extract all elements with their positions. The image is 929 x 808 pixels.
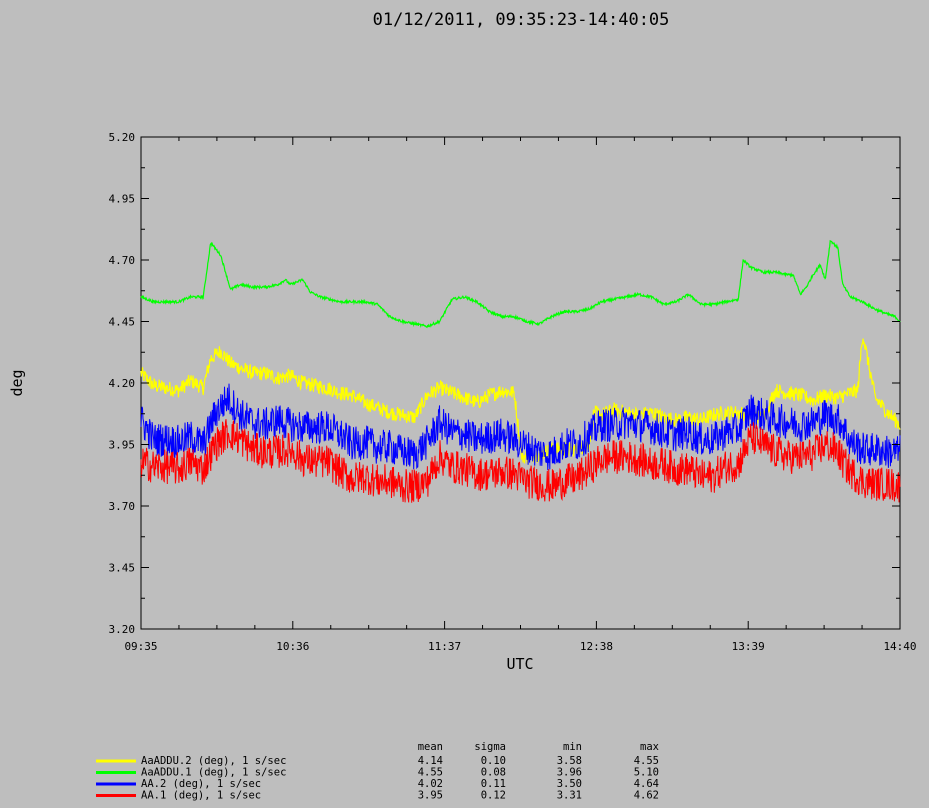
legend-entry: AaADDU.2 (deg), 1 s/sec bbox=[141, 755, 286, 767]
x-tick-label: 11:37 bbox=[428, 640, 461, 653]
y-tick-label: 4.95 bbox=[109, 193, 136, 206]
legend-entry: AA.1 (deg), 1 s/sec bbox=[141, 790, 261, 802]
stat-value: 4.64 bbox=[634, 778, 659, 790]
series-line-3 bbox=[140, 419, 901, 503]
y-tick-label: 3.45 bbox=[109, 562, 136, 575]
y-tick-label: 3.70 bbox=[109, 500, 136, 513]
stats-header: max bbox=[640, 741, 659, 753]
stats-header: min bbox=[563, 741, 582, 753]
stat-value: 4.02 bbox=[418, 778, 443, 790]
y-tick-label: 5.20 bbox=[109, 131, 136, 144]
stat-value: 4.62 bbox=[634, 790, 659, 802]
x-tick-label: 09:35 bbox=[124, 640, 157, 653]
stat-value: 3.31 bbox=[557, 790, 582, 802]
plot-frame bbox=[140, 136, 901, 630]
legend-entry: AA.2 (deg), 1 s/sec bbox=[141, 778, 261, 790]
stats-header: mean bbox=[418, 741, 443, 753]
stat-value: 4.55 bbox=[634, 755, 659, 767]
series-line-1 bbox=[140, 239, 901, 329]
y-tick-label: 3.95 bbox=[109, 439, 136, 452]
chart-title: 01/12/2011, 09:35:23-14:40:05 bbox=[373, 10, 670, 30]
stat-value: 3.95 bbox=[418, 790, 443, 802]
x-axis-label: UTC bbox=[506, 655, 533, 673]
stat-value: 5.10 bbox=[634, 767, 659, 779]
y-tick-label: 4.70 bbox=[109, 254, 136, 267]
stat-value: 3.96 bbox=[557, 767, 582, 779]
x-tick-label: 14:40 bbox=[883, 640, 916, 653]
x-tick-label: 10:36 bbox=[276, 640, 309, 653]
stat-value: 3.50 bbox=[557, 778, 582, 790]
x-tick-label: 12:38 bbox=[580, 640, 613, 653]
stat-value: 0.08 bbox=[481, 767, 506, 779]
y-tick-label: 4.45 bbox=[109, 316, 136, 329]
y-tick-label: 4.20 bbox=[109, 377, 136, 390]
y-tick-label: 3.20 bbox=[109, 623, 136, 636]
stat-value: 3.58 bbox=[557, 755, 582, 767]
stat-value: 0.10 bbox=[481, 755, 506, 767]
stat-value: 0.11 bbox=[481, 778, 506, 790]
legend: mean sigma min max AaADDU.2 (deg), 1 s/sec 4.… bbox=[96, 741, 659, 802]
y-axis-label: deg bbox=[8, 369, 26, 396]
series-lines bbox=[140, 239, 901, 503]
stat-value: 4.55 bbox=[418, 767, 443, 779]
legend-entry: AaADDU.1 (deg), 1 s/sec bbox=[141, 767, 286, 779]
series-line-2 bbox=[140, 383, 901, 471]
stats-header: sigma bbox=[474, 741, 506, 753]
axis-ticks: 3.20 3.45 3.70 3.95 4.20 4.45 4.70 4.95 5.20 09:3… bbox=[109, 131, 917, 653]
x-tick-label: 13:39 bbox=[732, 640, 765, 653]
stat-value: 4.14 bbox=[418, 755, 443, 767]
stat-value: 0.12 bbox=[481, 790, 506, 802]
